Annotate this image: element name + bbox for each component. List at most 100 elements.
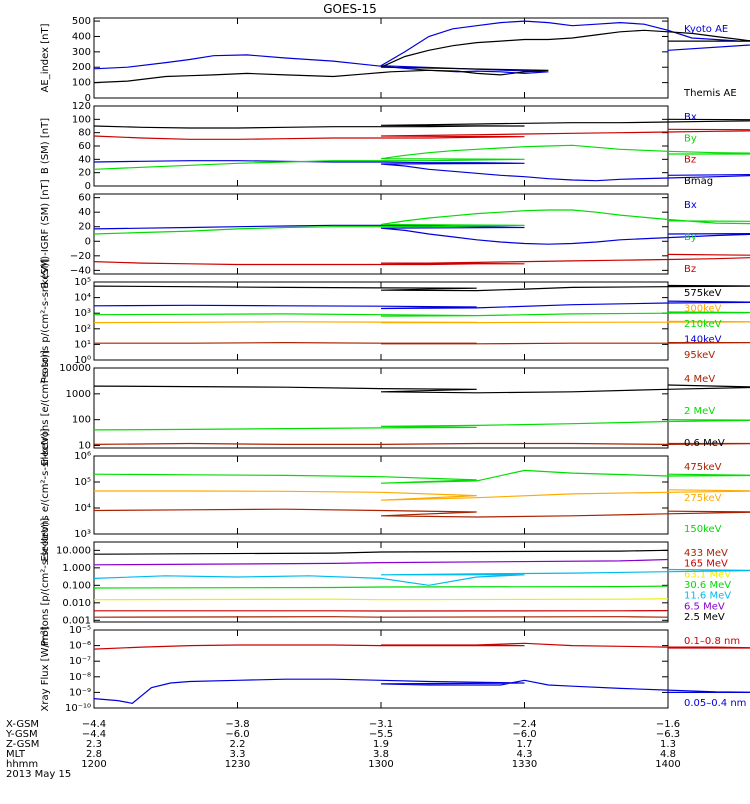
series-line bbox=[94, 21, 750, 73]
legend-entry: 150keV bbox=[684, 524, 722, 535]
y-tick-label: 10⁻⁹ bbox=[69, 687, 91, 698]
series-line bbox=[94, 301, 750, 308]
legend-entry: 0.05–0.4 nm bbox=[684, 698, 746, 709]
x-tick-label: 1200 bbox=[81, 759, 106, 770]
y-tick-label: 20 bbox=[78, 168, 91, 179]
y-tick-label: 40 bbox=[78, 207, 91, 218]
legend-entry: 0.1–0.8 nm bbox=[684, 636, 740, 647]
legend-entry: 0.6 MeV bbox=[684, 438, 725, 449]
y-tick-label: 60 bbox=[78, 141, 91, 152]
y-tick-label: 100 bbox=[72, 114, 91, 125]
y-tick-label: 10⁴ bbox=[74, 293, 91, 304]
series-line bbox=[94, 210, 750, 234]
series-line bbox=[94, 145, 750, 169]
series-line bbox=[94, 420, 750, 430]
series-line bbox=[94, 679, 750, 703]
y-tick-label: −40 bbox=[70, 265, 91, 276]
y-tick-label: 10⁻⁵ bbox=[69, 625, 91, 636]
series-line bbox=[94, 119, 750, 128]
y-tick-label: 200 bbox=[72, 62, 91, 73]
y-tick-label: 10⁶ bbox=[74, 451, 91, 462]
y-tick-label: 0.010 bbox=[62, 598, 91, 609]
legend-entry: 210keV bbox=[684, 319, 722, 330]
panel-frame bbox=[94, 18, 668, 98]
y-tick-label: 0 bbox=[85, 236, 91, 247]
figure-title: GOES-15 bbox=[323, 2, 377, 16]
legend-entry: Bx bbox=[684, 200, 697, 211]
y-tick-label: 10.000 bbox=[56, 545, 91, 556]
y-tick-label: 1.000 bbox=[62, 563, 91, 574]
y-tick-label: 10000 bbox=[59, 363, 91, 374]
y-tick-label: 10⁵ bbox=[74, 277, 91, 288]
y-tick-label: 10³ bbox=[74, 308, 91, 319]
legend-entry: 140keV bbox=[684, 335, 722, 346]
x-tick-label: 1300 bbox=[368, 759, 393, 770]
legend-entry: By bbox=[684, 232, 697, 243]
series-line bbox=[94, 312, 750, 316]
series-line bbox=[94, 385, 750, 393]
y-tick-label: 10⁻⁸ bbox=[69, 672, 91, 683]
series-line bbox=[94, 470, 750, 483]
series-line bbox=[94, 599, 668, 600]
y-tick-label: 10⁵ bbox=[74, 477, 91, 488]
y-axis-label: B (SM) [nT] bbox=[40, 118, 51, 174]
series-line bbox=[94, 286, 750, 291]
y-tick-label: 10⁻¹⁰ bbox=[65, 703, 91, 714]
legend-entry: 11.6 MeV bbox=[684, 591, 731, 602]
y-tick-label: 10⁴ bbox=[74, 503, 91, 514]
legend-entry: 4 MeV bbox=[684, 374, 715, 385]
y-tick-label: −20 bbox=[70, 251, 91, 262]
y-tick-label: 10⁻⁶ bbox=[69, 641, 91, 652]
legend-entry: Themis AE bbox=[683, 88, 737, 99]
series-line bbox=[94, 586, 668, 588]
legend-entry: 165 MeV bbox=[684, 559, 728, 570]
x-tick-label: 1400 bbox=[655, 759, 680, 770]
y-axis-label: Xray Flux [W/m²] bbox=[40, 626, 51, 711]
legend-entry: 30.6 MeV bbox=[684, 580, 731, 591]
y-tick-label: 10³ bbox=[74, 529, 91, 540]
panel-frame bbox=[94, 282, 668, 360]
series-line bbox=[94, 444, 750, 445]
date-label: 2013 May 15 bbox=[6, 769, 71, 780]
series-line bbox=[94, 509, 750, 517]
legend-entry: Bz bbox=[684, 155, 696, 166]
series-line bbox=[94, 550, 668, 554]
panel-frame bbox=[94, 456, 668, 534]
y-tick-label: 500 bbox=[72, 16, 91, 27]
y-tick-label: 10² bbox=[74, 324, 91, 335]
panel-frame bbox=[94, 630, 668, 708]
legend-entry: 275keV bbox=[684, 493, 722, 504]
legend-entry: Bz bbox=[684, 264, 696, 275]
x-tick-label: 1230 bbox=[225, 759, 250, 770]
y-axis-label: AE_index [nT] bbox=[40, 23, 51, 92]
y-tick-label: 0 bbox=[85, 181, 91, 192]
y-tick-label: 40 bbox=[78, 154, 91, 165]
series-line bbox=[94, 225, 750, 244]
legend-entry: Bmag bbox=[684, 176, 713, 187]
series-line bbox=[94, 560, 668, 565]
legend-entry: 95keV bbox=[684, 350, 715, 361]
series-line bbox=[94, 30, 750, 82]
legend-entry: By bbox=[684, 133, 697, 144]
y-tick-label: 60 bbox=[78, 193, 91, 204]
legend-entry: 475keV bbox=[684, 462, 722, 473]
series-line bbox=[94, 129, 750, 139]
series-line bbox=[94, 490, 750, 500]
y-tick-label: 80 bbox=[78, 128, 91, 139]
series-line bbox=[94, 570, 750, 586]
legend-entry: 575keV bbox=[684, 288, 722, 299]
y-tick-label: 10 bbox=[78, 440, 91, 451]
panel-frame bbox=[94, 368, 668, 448]
y-tick-label: 400 bbox=[72, 31, 91, 42]
series-line bbox=[94, 161, 750, 181]
series-line bbox=[94, 321, 750, 322]
y-tick-label: 100 bbox=[72, 415, 91, 426]
